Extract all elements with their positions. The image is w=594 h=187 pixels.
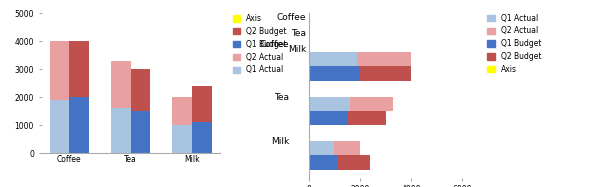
Bar (334, 141, 360, 155)
Bar (350, 97, 393, 111)
Text: Tea: Tea (274, 93, 289, 102)
Bar (172, 97, 192, 125)
Text: Milk: Milk (287, 45, 306, 54)
Bar (172, 125, 192, 153)
Legend: Axis, Q2 Budget, Q1 Budget, Q2 Actual, Q1 Actual: Axis, Q2 Budget, Q1 Budget, Q2 Actual, Q… (232, 14, 287, 74)
Text: Coffee: Coffee (276, 13, 306, 22)
Bar (69, 41, 89, 97)
Bar (337, 155, 370, 170)
Bar (309, 66, 360, 81)
Bar (309, 141, 334, 155)
Bar (111, 61, 131, 108)
Bar (309, 155, 337, 170)
Bar (50, 100, 69, 153)
Bar (111, 108, 131, 153)
Bar (347, 111, 386, 125)
Text: Tea: Tea (291, 29, 306, 38)
Bar (192, 86, 211, 122)
Bar (131, 111, 150, 153)
Bar (192, 122, 211, 153)
Bar (358, 52, 411, 66)
Bar (131, 69, 150, 111)
Bar (309, 111, 347, 125)
Legend: Q1 Actual, Q2 Actual, Q1 Budget, Q2 Budget, Axis: Q1 Actual, Q2 Actual, Q1 Budget, Q2 Budg… (487, 14, 542, 74)
Bar (309, 52, 358, 66)
Text: Coffee: Coffee (260, 40, 289, 49)
Bar (309, 97, 350, 111)
Bar (360, 66, 411, 81)
Bar (69, 97, 89, 153)
Bar (50, 41, 69, 100)
Text: Milk: Milk (271, 137, 289, 146)
